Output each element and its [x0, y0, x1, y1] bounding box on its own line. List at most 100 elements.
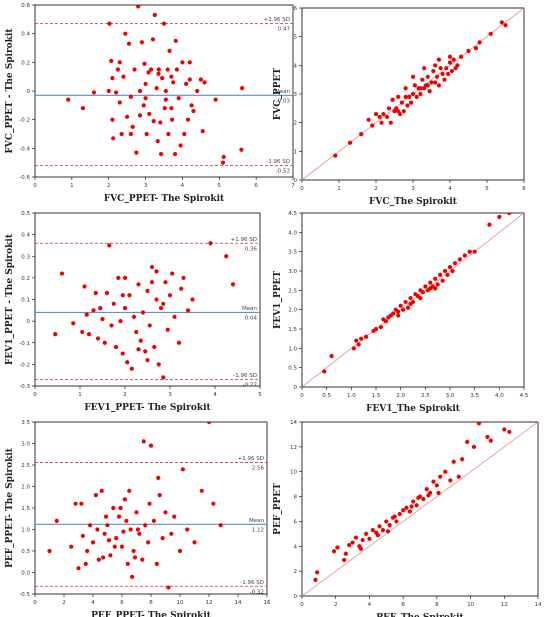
data-point: [422, 66, 427, 71]
data-point: [399, 100, 404, 105]
x-tick-label: 12: [501, 602, 508, 608]
y-tick-label: 1.0: [21, 528, 30, 534]
data-point: [198, 77, 203, 82]
x-tick-label: 0: [300, 393, 304, 399]
data-point: [313, 577, 318, 582]
data-point: [121, 529, 126, 534]
data-point: [176, 96, 181, 101]
data-point: [211, 501, 216, 506]
x-tick-label: 2: [374, 186, 378, 192]
y-tick-label: 0.5: [288, 366, 297, 372]
y-tick-label: 4: [294, 63, 298, 69]
x-tick-label: 7: [291, 183, 295, 189]
x-tick-label: 4: [181, 183, 185, 189]
y-tick-label: 0.0: [21, 571, 30, 577]
data-point: [177, 548, 183, 554]
y-tick-label: 3: [294, 92, 298, 98]
data-point: [137, 531, 142, 536]
x-tick-label: 0: [33, 392, 37, 398]
data-point: [69, 544, 74, 549]
data-point: [151, 119, 156, 124]
data-point: [385, 114, 390, 120]
data-point: [93, 290, 98, 296]
x-tick-label: 3.5: [470, 393, 479, 399]
data-point: [471, 444, 477, 449]
upper-value: 2.56: [252, 465, 265, 471]
data-point: [128, 94, 133, 99]
data-point: [342, 557, 347, 563]
data-point: [218, 523, 223, 528]
y-tick-label: 10: [290, 470, 297, 476]
data-point: [53, 332, 58, 337]
data-point: [414, 94, 419, 99]
data-point: [427, 89, 432, 94]
data-point: [351, 346, 356, 351]
data-point: [125, 360, 130, 365]
data-point: [139, 40, 144, 45]
data-point: [447, 54, 453, 59]
y-tick-label: 3.5: [21, 420, 30, 426]
x-tick-label: 1: [78, 392, 82, 398]
data-point: [436, 490, 441, 495]
data-point: [213, 97, 218, 102]
data-point: [213, 209, 217, 213]
data-point: [127, 488, 132, 493]
data-point: [387, 523, 392, 528]
data-point: [373, 111, 379, 117]
x-axis-label: FVC_The Spirokit: [369, 197, 458, 207]
data-point: [173, 38, 178, 43]
x-tick-label: 2.5: [421, 393, 430, 399]
data-point: [143, 81, 148, 86]
y-tick-label: 0: [294, 178, 298, 184]
data-point: [394, 519, 399, 524]
x-axis-label: PEF_PPET- The Spirokit: [91, 611, 212, 617]
x-tick-label: 6: [120, 600, 124, 606]
y-tick-label: 0.5: [21, 549, 30, 555]
data-point: [182, 131, 187, 137]
x-axis-label: FEV1_The Spirokit: [366, 404, 461, 414]
y-axis-label: FVC_PPET: [273, 68, 283, 120]
data-point: [418, 91, 423, 97]
x-tick-label: 3: [168, 392, 172, 398]
y-tick-label: 0.2: [21, 276, 30, 282]
y-axis-label: FEV1_PPET: [273, 271, 283, 329]
data-point: [358, 546, 364, 551]
data-point: [125, 114, 130, 119]
data-point: [104, 290, 110, 296]
data-point: [428, 280, 433, 285]
data-point: [466, 48, 471, 54]
y-tick-label: 1: [294, 149, 298, 155]
data-point: [84, 312, 89, 317]
x-tick-label: 0: [300, 602, 304, 608]
data-point: [131, 314, 137, 319]
data-point: [116, 275, 121, 280]
data-point: [347, 542, 352, 548]
data-point: [426, 493, 431, 498]
lower-value: -0.52: [276, 169, 290, 175]
data-point: [122, 306, 128, 311]
y-axis-label: PEF_PPET- The Spirokit: [5, 447, 15, 568]
data-point: [152, 344, 157, 350]
data-point: [140, 310, 146, 315]
mean-value: 0.04: [245, 315, 258, 321]
data-point: [409, 504, 414, 509]
y-tick-label: 6: [294, 519, 298, 525]
data-point: [185, 308, 191, 313]
data-point: [106, 88, 111, 94]
x-tick-label: 2: [334, 602, 338, 608]
data-point: [90, 540, 96, 545]
data-point: [390, 97, 395, 102]
data-point: [333, 153, 338, 158]
y-axis-label: FVC_PPET - The Spirokit: [5, 28, 15, 154]
data-point: [485, 434, 490, 440]
data-point: [377, 524, 382, 529]
data-point: [174, 67, 179, 72]
data-point: [465, 439, 470, 444]
y-tick-label: 12: [290, 445, 297, 451]
data-point: [161, 21, 167, 26]
data-point: [423, 284, 428, 289]
y-tick-label: 5: [294, 35, 298, 41]
data-point: [433, 276, 438, 281]
data-point: [172, 314, 177, 319]
x-axis-label: FVC_PPET- The Spirokit: [104, 194, 225, 204]
